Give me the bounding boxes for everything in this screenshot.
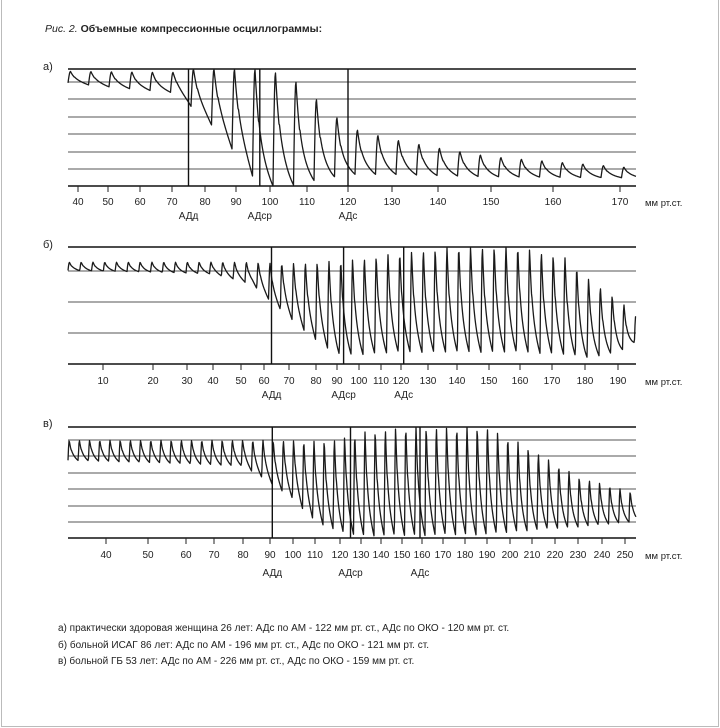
x-tick-label: 170 bbox=[612, 197, 629, 208]
x-tick-label: 160 bbox=[512, 376, 529, 387]
x-tick-label: 130 bbox=[353, 550, 370, 561]
x-tick-label: 120 bbox=[340, 197, 357, 208]
x-tick-label: 50 bbox=[102, 197, 114, 208]
marker-label: АДс bbox=[339, 211, 358, 222]
x-tick-label: 130 bbox=[384, 197, 401, 208]
x-tick-label: 160 bbox=[545, 197, 562, 208]
x-tick-label: 90 bbox=[230, 197, 242, 208]
marker-label: АДд bbox=[262, 390, 282, 401]
x-tick-label: 140 bbox=[373, 550, 390, 561]
marker-label: АДс bbox=[394, 390, 413, 401]
marker-label: АДд bbox=[179, 211, 199, 222]
x-tick-label: 70 bbox=[283, 376, 295, 387]
x-tick-label: 170 bbox=[544, 376, 561, 387]
x-tick-label: 50 bbox=[235, 376, 247, 387]
oscillogram-panel-1: а) 40 50 60 70 80 90 100 110 120 130 140 150 160 170 мм… bbox=[43, 61, 682, 222]
x-tick-label: 80 bbox=[199, 197, 211, 208]
x-tick-label: 110 bbox=[299, 197, 315, 208]
marker-label: АДср bbox=[248, 211, 273, 222]
caption-a: а) практически здоровая женщина 26 лет: … bbox=[58, 623, 510, 634]
caption-c: в) больной ГБ 53 лет: АДс по АМ - 226 мм… bbox=[58, 656, 415, 667]
x-tick-label: 200 bbox=[502, 550, 519, 561]
x-tick-label: 160 bbox=[414, 550, 431, 561]
x-tick-label: 80 bbox=[237, 550, 249, 561]
figure-captions: а) практически здоровая женщина 26 лет: … bbox=[58, 621, 509, 671]
marker-label: АДср bbox=[331, 390, 356, 401]
x-tick-label: 150 bbox=[394, 550, 411, 561]
oscillogram-trace bbox=[67, 426, 637, 537]
x-tick-label: 180 bbox=[457, 550, 474, 561]
x-tick-label: 70 bbox=[166, 197, 178, 208]
x-tick-label: 240 bbox=[594, 550, 611, 561]
x-tick-label: 30 bbox=[181, 376, 193, 387]
x-tick-label: 250 bbox=[617, 550, 634, 561]
x-tick-label: 60 bbox=[258, 376, 270, 387]
marker-label: АДср bbox=[338, 568, 363, 579]
figure-label: Рис. 2. bbox=[45, 23, 78, 35]
panel-label: а) bbox=[43, 61, 53, 73]
x-tick-label: 190 bbox=[479, 550, 496, 561]
x-tick-label: 180 bbox=[577, 376, 594, 387]
x-tick-label: 130 bbox=[420, 376, 437, 387]
figure-title-text: Объемные компрессионные осциллограммы: bbox=[80, 23, 323, 35]
x-tick-label: 150 bbox=[483, 197, 500, 208]
x-tick-label: 220 bbox=[547, 550, 564, 561]
x-axis-unit-label: мм рт.ст. bbox=[645, 377, 682, 388]
x-tick-label: 100 bbox=[262, 197, 279, 208]
x-tick-label: 60 bbox=[134, 197, 146, 208]
figure-title: Рис. 2. Объемные компрессионные осциллог… bbox=[45, 23, 322, 35]
oscillogram-panel-2: б) 10 20 30 40 50 60 70 80 90 100 110 120 130 140 150 16… bbox=[43, 239, 682, 401]
x-axis-unit-label: мм рт.ст. bbox=[645, 198, 682, 209]
x-tick-label: 210 bbox=[524, 550, 541, 561]
x-tick-label: 140 bbox=[449, 376, 466, 387]
x-tick-label: 90 bbox=[331, 376, 343, 387]
x-tick-label: 40 bbox=[100, 550, 112, 561]
caption-b: б) больной ИСАГ 86 лет: АДс по АМ - 196 … bbox=[58, 639, 429, 651]
x-tick-label: 40 bbox=[207, 376, 219, 387]
x-tick-label: 70 bbox=[208, 550, 220, 561]
x-tick-label: 230 bbox=[570, 550, 587, 561]
x-tick-label: 190 bbox=[610, 376, 627, 387]
x-tick-label: 120 bbox=[393, 376, 410, 387]
x-tick-label: 110 bbox=[373, 376, 389, 387]
x-tick-label: 20 bbox=[147, 376, 159, 387]
x-tick-label: 100 bbox=[351, 376, 368, 387]
x-axis-unit-label: мм рт.ст. bbox=[645, 551, 682, 562]
marker-label: АДд bbox=[262, 568, 282, 579]
x-tick-label: 150 bbox=[481, 376, 498, 387]
oscillogram-trace bbox=[67, 246, 637, 358]
x-tick-label: 60 bbox=[180, 550, 192, 561]
x-tick-label: 110 bbox=[307, 550, 323, 561]
x-tick-label: 10 bbox=[97, 376, 109, 387]
marker-label: АДс bbox=[411, 568, 430, 579]
panel-label: б) bbox=[43, 239, 53, 251]
x-tick-label: 100 bbox=[285, 550, 302, 561]
x-tick-label: 50 bbox=[142, 550, 154, 561]
oscillogram-trace bbox=[67, 68, 637, 187]
x-tick-label: 120 bbox=[332, 550, 349, 561]
x-tick-label: 140 bbox=[430, 197, 447, 208]
x-tick-label: 170 bbox=[435, 550, 452, 561]
x-tick-label: 40 bbox=[72, 197, 84, 208]
x-tick-label: 80 bbox=[310, 376, 322, 387]
panel-label: в) bbox=[43, 418, 53, 430]
x-tick-label: 90 bbox=[264, 550, 276, 561]
oscillogram-panel-3: в)40 50 60 70 80 90 100 110 120 130 140 150 160 170 18… bbox=[43, 418, 682, 579]
